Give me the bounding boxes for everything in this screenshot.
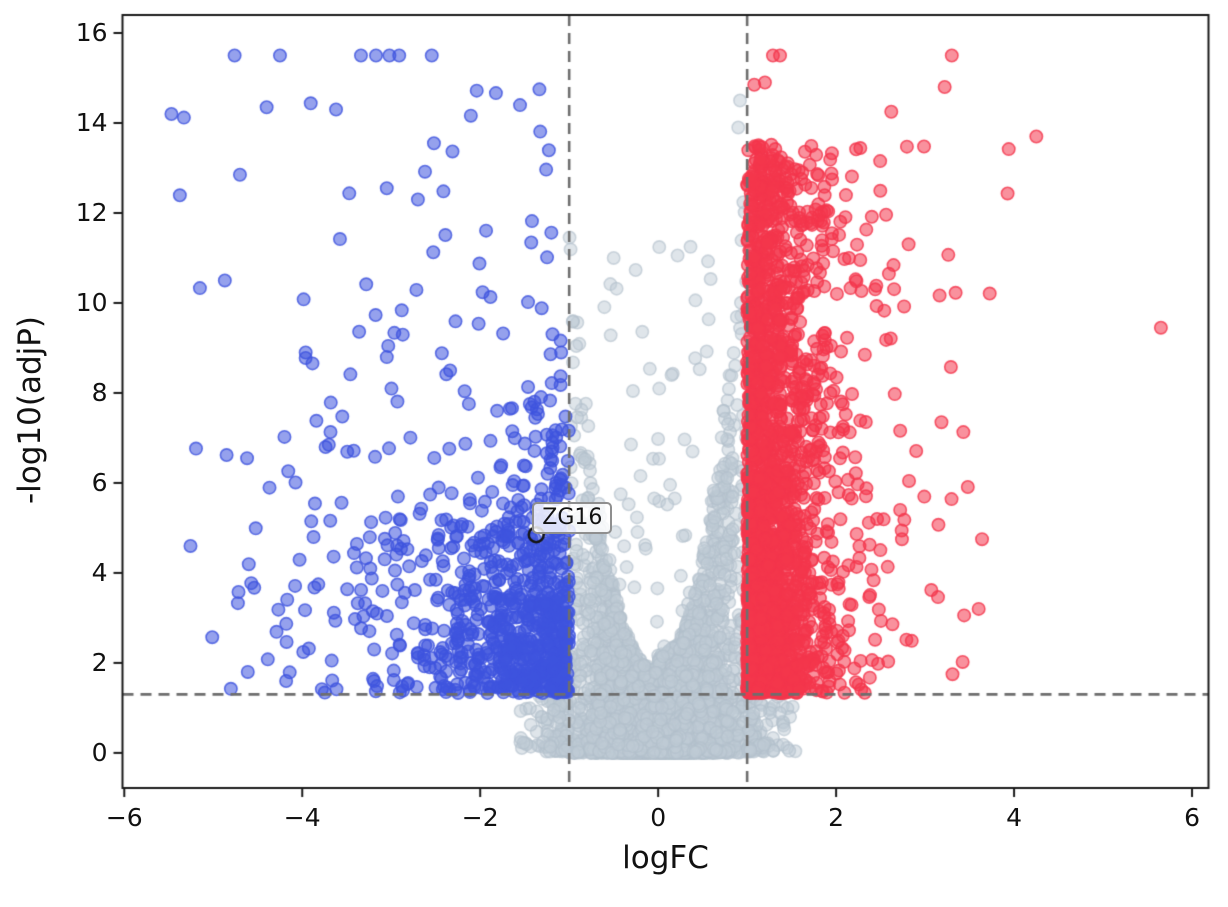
y-tick-label: 14 <box>75 107 108 137</box>
y-tick-label: 12 <box>75 197 108 227</box>
x-tick-label: −4 <box>283 803 321 832</box>
x-tick-label: 0 <box>650 803 667 832</box>
y-tick-label: 10 <box>75 287 108 317</box>
x-tick-label: 2 <box>828 803 845 832</box>
x-axis-title: logFC <box>622 840 709 876</box>
x-tick-label: −6 <box>105 803 143 832</box>
y-tick-label: 0 <box>91 737 108 767</box>
y-tick-label: 6 <box>91 467 108 497</box>
y-tick-label: 8 <box>91 377 108 407</box>
y-tick-label: 2 <box>91 647 108 677</box>
x-tick-label: −2 <box>461 803 499 832</box>
y-tick-label: 16 <box>75 17 108 47</box>
y-tick-label: 4 <box>91 557 108 587</box>
x-tick-label: 6 <box>1184 803 1200 832</box>
gene-annotation-label: ZG16 <box>532 501 613 534</box>
y-axis-title: -log10(adjP) <box>12 315 48 504</box>
x-tick-label: 4 <box>1006 803 1023 832</box>
